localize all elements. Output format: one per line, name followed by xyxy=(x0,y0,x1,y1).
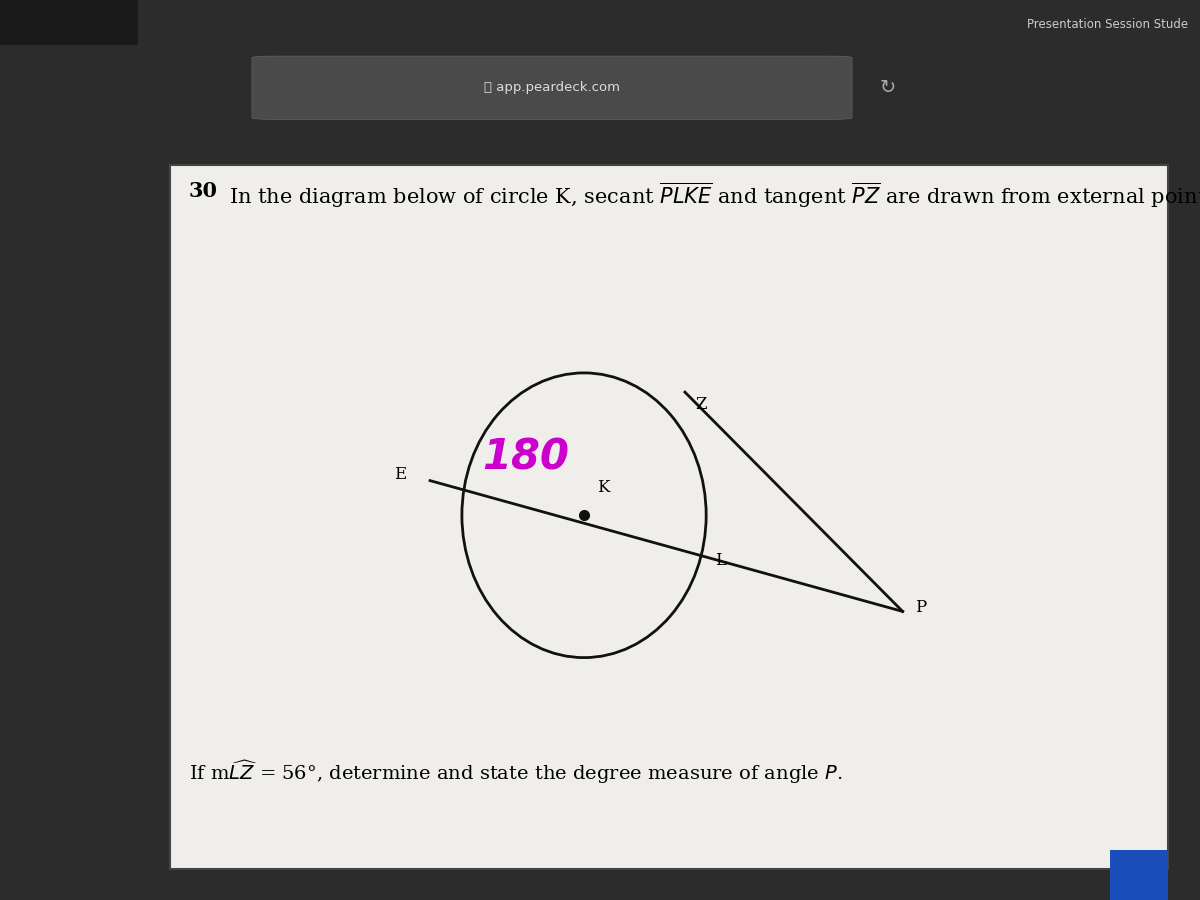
Text: L: L xyxy=(715,552,726,569)
Text: In the diagram below of circle K, secant $\overline{PLKE}$ and tangent $\overlin: In the diagram below of circle K, secant… xyxy=(229,181,1200,210)
Text: 30: 30 xyxy=(188,181,218,201)
Text: E: E xyxy=(395,466,407,483)
Text: 🔒 app.peardeck.com: 🔒 app.peardeck.com xyxy=(484,81,620,94)
Text: ↻: ↻ xyxy=(880,78,896,97)
Text: P: P xyxy=(916,599,926,616)
Text: 180: 180 xyxy=(482,436,569,479)
FancyBboxPatch shape xyxy=(170,165,1168,869)
Text: If m$\widehat{LZ}$ = 56°, determine and state the degree measure of angle $P$.: If m$\widehat{LZ}$ = 56°, determine and … xyxy=(188,758,842,786)
Bar xyxy=(1110,850,1168,900)
Text: Presentation Session Stude: Presentation Session Stude xyxy=(1027,18,1188,32)
Text: K: K xyxy=(596,479,610,496)
FancyBboxPatch shape xyxy=(252,56,852,120)
Text: Z: Z xyxy=(696,396,707,413)
Bar xyxy=(0,0,138,45)
